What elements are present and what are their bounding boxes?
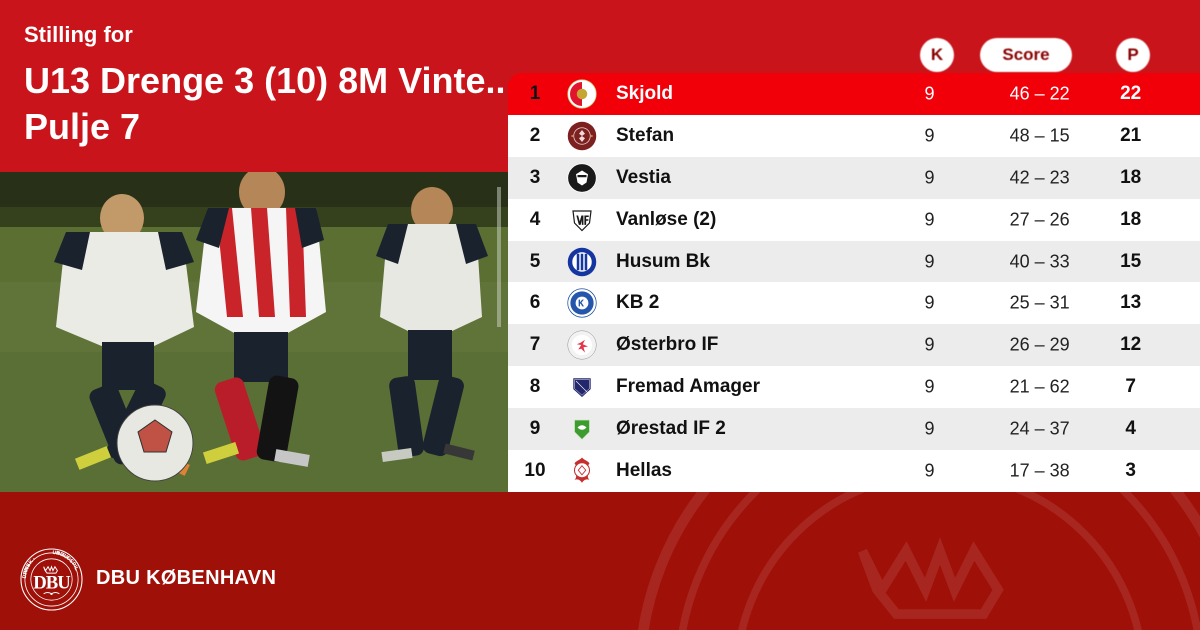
svg-text:· 1889: · 1889 [22,563,32,579]
svg-text:DBU: DBU [33,572,71,593]
